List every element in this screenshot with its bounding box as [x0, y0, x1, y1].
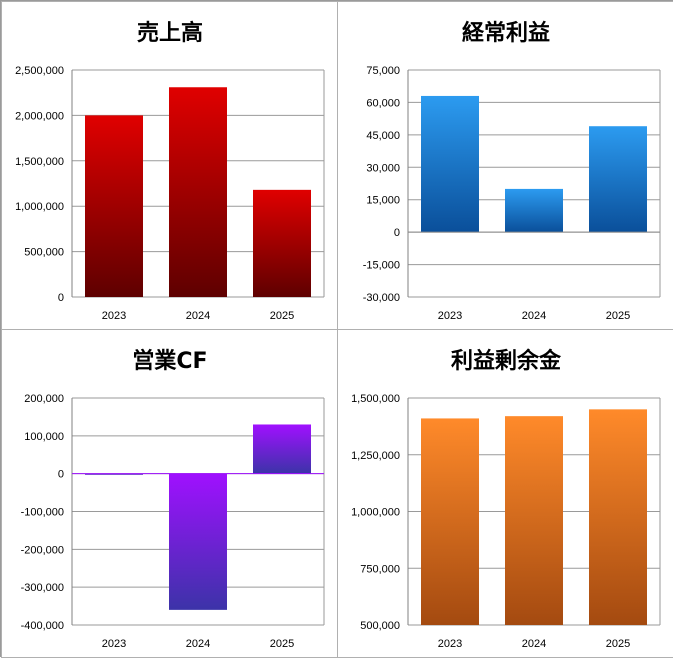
bar-2024 — [169, 87, 227, 297]
y-tick-label: -200,000 — [21, 544, 64, 556]
chart-title: 利益剰余金 — [451, 348, 562, 374]
y-tick-label: 60,000 — [366, 97, 400, 109]
y-tick-label: 45,000 — [366, 130, 400, 142]
retained-earnings-chart: 利益剰余金 1,500,000 1,250,000 1,000,000 750,000… — [351, 348, 661, 650]
x-tick-label: 2024 — [522, 638, 546, 650]
y-tick-label: 0 — [58, 469, 64, 481]
y-tick-label: 500,000 — [24, 247, 64, 259]
x-tick-label: 2023 — [102, 310, 126, 322]
y-tick-label: 1,500,000 — [351, 393, 400, 405]
bar-2025 — [253, 189, 311, 297]
chart-title: 経常利益 — [462, 20, 550, 46]
chart-panel-ordinary-profit: 経常利益 75,000 60,000 45,000 30,000 15,000 0 -15,… — [337, 1, 673, 330]
bar-2025 — [253, 424, 311, 474]
bar-2023 — [85, 115, 143, 298]
y-tick-label: 1,500,000 — [15, 156, 64, 168]
y-tick-label: -400,000 — [21, 620, 64, 632]
x-tick-label: 2025 — [270, 638, 294, 650]
chart-panel-retained-earnings: 利益剰余金 1,500,000 1,250,000 1,000,000 750,000… — [337, 329, 673, 658]
y-tick-label: 100,000 — [24, 431, 64, 443]
x-tick-label: 2025 — [270, 310, 294, 322]
y-tick-label: 75,000 — [366, 65, 400, 77]
y-tick-label: 1,000,000 — [15, 201, 64, 213]
y-tick-label: -30,000 — [363, 292, 400, 304]
y-tick-label: 0 — [394, 227, 400, 239]
y-tick-label: -15,000 — [363, 260, 400, 272]
y-tick-label: 1,250,000 — [351, 450, 400, 462]
chart-title: 営業CF — [132, 348, 207, 374]
x-tick-label: 2024 — [186, 310, 210, 322]
x-tick-label: 2025 — [606, 638, 630, 650]
x-tick-label: 2023 — [438, 310, 462, 322]
y-tick-label: 0 — [58, 292, 64, 304]
y-tick-label: 2,500,000 — [15, 65, 64, 77]
x-tick-label: 2023 — [102, 638, 126, 650]
x-tick-label: 2024 — [186, 638, 210, 650]
y-tick-label: 200,000 — [24, 393, 64, 405]
bar-2024 — [505, 416, 563, 625]
bar-2023 — [85, 473, 143, 475]
chart-panel-operating-cf: 営業CF 200,000 100,000 0 -100,000 -200,000 -300… — [1, 329, 338, 658]
chart-title: 売上高 — [137, 20, 203, 46]
bar-2024 — [505, 188, 563, 233]
ordinary-profit-chart: 経常利益 75,000 60,000 45,000 30,000 15,000 0 -15,… — [363, 20, 661, 322]
bar-2025 — [589, 126, 647, 233]
y-tick-label: -100,000 — [21, 507, 64, 519]
y-tick-label: 15,000 — [366, 195, 400, 207]
operating-cf-chart: 営業CF 200,000 100,000 0 -100,000 -200,000 -300… — [21, 348, 325, 650]
y-tick-label: 2,000,000 — [15, 110, 64, 122]
bar-2023 — [421, 418, 479, 625]
bar-2025 — [589, 409, 647, 625]
y-tick-label: 1,000,000 — [351, 507, 400, 519]
y-tick-label: -300,000 — [21, 582, 64, 594]
chart-panel-sales: 売上高 2,500,000 2,000,000 1,500,000 1,000,000… — [1, 1, 338, 330]
x-tick-label: 2025 — [606, 310, 630, 322]
bar-2023 — [421, 95, 479, 233]
sales-chart: 売上高 2,500,000 2,000,000 1,500,000 1,000,000… — [15, 20, 325, 322]
y-tick-label: 500,000 — [360, 620, 400, 632]
x-tick-label: 2023 — [438, 638, 462, 650]
y-tick-label: 30,000 — [366, 162, 400, 174]
bar-2024 — [169, 473, 227, 610]
x-tick-label: 2024 — [522, 310, 546, 322]
y-tick-label: 750,000 — [360, 563, 400, 575]
